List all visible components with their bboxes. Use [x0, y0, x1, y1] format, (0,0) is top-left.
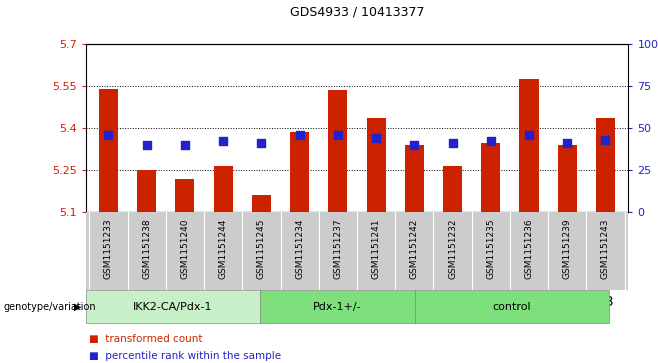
Text: IKK2-CA/Pdx-1: IKK2-CA/Pdx-1	[133, 302, 213, 312]
Point	[524, 132, 534, 138]
Text: GSM1151245: GSM1151245	[257, 219, 266, 279]
Text: ▶: ▶	[74, 302, 82, 312]
Point	[180, 142, 190, 148]
Text: genotype/variation: genotype/variation	[3, 302, 96, 312]
Text: GSM1151243: GSM1151243	[601, 219, 610, 279]
Text: GSM1151238: GSM1151238	[142, 219, 151, 279]
Bar	[443, 166, 462, 212]
Bar	[519, 79, 538, 212]
Bar	[328, 90, 347, 212]
Bar	[596, 118, 615, 212]
Text: GSM1151240: GSM1151240	[180, 219, 190, 279]
Text: control: control	[493, 302, 532, 312]
Text: GSM1151242: GSM1151242	[410, 219, 418, 279]
Bar	[99, 89, 118, 212]
Text: GSM1151235: GSM1151235	[486, 219, 495, 279]
Text: GSM1151239: GSM1151239	[563, 219, 572, 279]
Bar	[290, 132, 309, 212]
Text: ■  percentile rank within the sample: ■ percentile rank within the sample	[89, 351, 281, 361]
Bar	[252, 195, 271, 212]
Point	[256, 140, 266, 146]
Text: GSM1151244: GSM1151244	[218, 219, 228, 279]
Bar	[214, 166, 233, 212]
Text: GSM1151233: GSM1151233	[104, 219, 113, 279]
Point	[332, 132, 343, 138]
Point	[103, 132, 114, 138]
Text: ■  transformed count: ■ transformed count	[89, 334, 202, 344]
Bar	[137, 170, 156, 212]
Point	[371, 135, 382, 141]
Bar	[405, 145, 424, 212]
Bar	[481, 143, 500, 212]
Bar	[558, 145, 577, 212]
Point	[600, 137, 611, 143]
Text: GSM1151241: GSM1151241	[372, 219, 380, 279]
Point	[562, 140, 572, 146]
Text: GSM1151237: GSM1151237	[334, 219, 342, 279]
Point	[447, 140, 458, 146]
Text: GSM1151234: GSM1151234	[295, 219, 304, 279]
Point	[141, 142, 152, 148]
Text: Pdx-1+/-: Pdx-1+/-	[313, 302, 362, 312]
Bar	[176, 179, 195, 212]
Text: GSM1151232: GSM1151232	[448, 219, 457, 279]
Text: GSM1151236: GSM1151236	[524, 219, 534, 279]
Bar	[367, 118, 386, 212]
Text: GDS4933 / 10413377: GDS4933 / 10413377	[290, 5, 424, 18]
Point	[218, 139, 228, 144]
Point	[486, 139, 496, 144]
Point	[294, 132, 305, 138]
Point	[409, 142, 420, 148]
